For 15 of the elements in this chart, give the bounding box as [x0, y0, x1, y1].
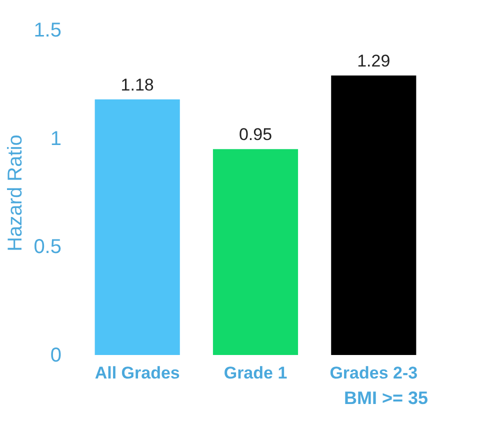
data-label: 0.95: [238, 125, 272, 144]
y-tick-label: 0: [50, 344, 62, 366]
x-tick-label: Grades 2-3: [330, 364, 418, 382]
y-axis-title: Hazard Ratio: [4, 134, 27, 252]
data-label: 1.18: [120, 75, 154, 94]
x-axis-title: BMI >= 35: [344, 388, 428, 408]
x-tick-label: All Grades: [94, 364, 180, 382]
bar: [94, 99, 180, 355]
data-label: 1.29: [357, 52, 390, 70]
x-tick-label: Grade 1: [224, 364, 288, 382]
bar: [331, 76, 416, 355]
y-tick-label: 1: [50, 128, 62, 150]
bar: [212, 149, 298, 355]
y-tick-label: 0.5: [34, 236, 62, 258]
y-tick-label: 1.5: [34, 20, 62, 42]
